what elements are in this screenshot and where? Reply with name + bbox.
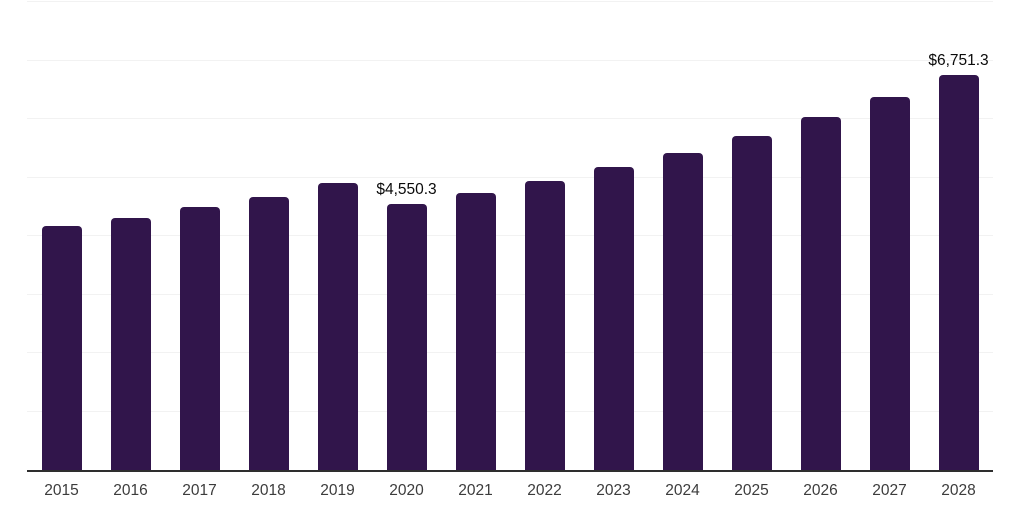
- bar-2026: [800, 116, 841, 470]
- gridline-6000: [27, 118, 993, 119]
- bar-slot-2023: [579, 2, 648, 470]
- x-tick-2019: 2019: [320, 482, 355, 499]
- bar-slot-2018: [234, 2, 303, 470]
- bar-2022: [524, 181, 565, 470]
- x-tick-2027: 2027: [872, 482, 907, 499]
- x-tick-2022: 2022: [527, 482, 562, 499]
- x-axis-labels: 2015 2016 2017 2018 2019 2020 2021 2022 2023 2024…: [27, 482, 993, 500]
- bar-slot-2016: [96, 2, 165, 470]
- bar-slot-2025: [717, 2, 786, 470]
- bar-slot-2026: [786, 2, 855, 470]
- x-tick-2018: 2018: [251, 482, 286, 499]
- gridline-3000: [27, 293, 993, 295]
- gridline-8000: [27, 1, 993, 2]
- bar-2027: [869, 97, 910, 470]
- plot-area: $4,550.3 $6,751.3: [27, 1, 993, 472]
- bar-2025: [731, 135, 772, 470]
- value-label-2020: $4,550.3: [376, 180, 437, 198]
- bar-slot-2028: $6,751.3: [924, 2, 993, 470]
- x-tick-2016: 2016: [113, 482, 148, 499]
- x-tick-2021: 2021: [458, 482, 493, 499]
- gridline-2000: [27, 352, 993, 353]
- bar-slot-2015: [27, 2, 96, 470]
- x-tick-2020: 2020: [389, 482, 424, 499]
- bar-2021: [455, 193, 496, 470]
- bar-slot-2019: [303, 2, 372, 470]
- bar-slot-2022: [510, 2, 579, 470]
- gridline-5000: [27, 176, 993, 178]
- bar-slot-2021: [441, 2, 510, 470]
- bar-2019: [317, 183, 358, 470]
- gridline-1000: [27, 410, 993, 412]
- x-tick-2023: 2023: [596, 482, 631, 499]
- x-tick-2024: 2024: [665, 482, 700, 499]
- bar-2017: [179, 207, 220, 470]
- x-tick-2026: 2026: [803, 482, 838, 499]
- bar-2018: [248, 197, 289, 470]
- bar-2020: [386, 203, 427, 470]
- gridline-4000: [27, 235, 993, 236]
- bar-2024: [662, 152, 703, 470]
- bar-slot-2020: $4,550.3: [372, 2, 441, 470]
- x-tick-2028: 2028: [941, 482, 976, 499]
- bar-slot-2024: [648, 2, 717, 470]
- x-tick-2017: 2017: [182, 482, 217, 499]
- x-tick-2025: 2025: [734, 482, 769, 499]
- bars-row: $4,550.3 $6,751.3: [27, 2, 993, 470]
- bar-slot-2027: [855, 2, 924, 470]
- bar-slot-2017: [165, 2, 234, 470]
- bar-2028: [938, 75, 979, 470]
- bar-2023: [593, 166, 634, 470]
- gridline-7000: [27, 59, 993, 61]
- x-tick-2015: 2015: [44, 482, 79, 499]
- bar-2016: [110, 217, 151, 470]
- value-label-2028: $6,751.3: [928, 52, 989, 70]
- bar-2015: [41, 226, 82, 470]
